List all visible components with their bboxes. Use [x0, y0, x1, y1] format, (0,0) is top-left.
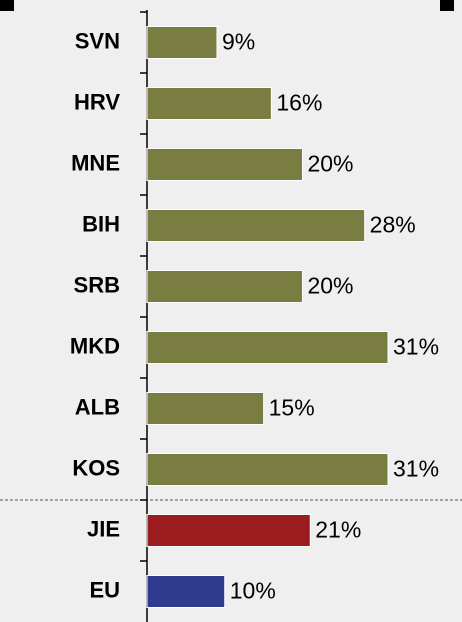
value-label: 21%	[315, 517, 361, 543]
value-label: 20%	[307, 273, 353, 299]
value-label: 28%	[370, 212, 416, 238]
bar	[146, 453, 389, 486]
category-label: BIH	[82, 211, 120, 236]
value-label: 15%	[269, 395, 315, 421]
bar	[146, 331, 389, 364]
bar	[146, 148, 303, 181]
bar	[146, 26, 218, 59]
category-label: EU	[89, 577, 120, 602]
category-label: HRV	[74, 89, 120, 114]
category-label: SRB	[74, 272, 120, 297]
value-label: 31%	[393, 456, 439, 482]
bar	[146, 575, 226, 608]
bar	[146, 209, 366, 242]
bar	[146, 87, 272, 120]
value-label: 20%	[307, 151, 353, 177]
cropped-title-fragment	[440, 0, 454, 11]
bar	[146, 270, 303, 303]
value-label: 31%	[393, 334, 439, 360]
value-label: 9%	[222, 29, 255, 55]
bar	[146, 514, 311, 547]
category-label: MKD	[70, 333, 120, 358]
bar	[146, 392, 265, 425]
category-label: JIE	[87, 516, 120, 541]
cropped-title-fragment	[0, 0, 14, 11]
category-label: MNE	[71, 150, 120, 175]
value-label: 16%	[276, 90, 322, 116]
category-label: KOS	[72, 455, 120, 480]
category-label: SVN	[75, 28, 120, 53]
category-label: ALB	[75, 394, 120, 419]
value-label: 10%	[230, 578, 276, 604]
